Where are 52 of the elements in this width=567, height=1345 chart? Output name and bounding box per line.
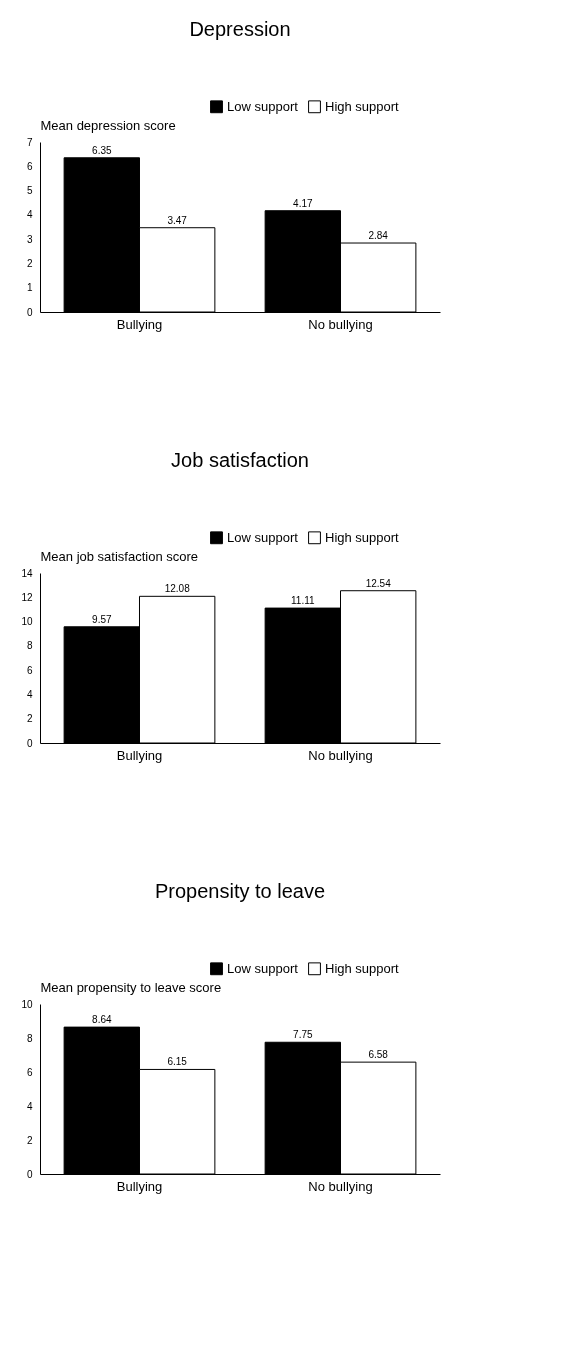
data-label: 8.64: [92, 1014, 112, 1026]
data-label: 2.84: [368, 230, 389, 242]
x-tick-label: No bullying: [308, 316, 373, 332]
y-tick-label: 1: [26, 282, 33, 294]
chart-title: Job satisfaction: [171, 449, 309, 471]
data-label: 6.35: [92, 144, 112, 156]
y-tick-label: 5: [26, 185, 33, 197]
x-tick-label: Bullying: [116, 1178, 163, 1194]
y-tick-label: 0: [26, 306, 33, 318]
y-axis-title: Mean job satisfaction score: [40, 548, 199, 564]
legend-label: Low support: [227, 98, 299, 114]
y-axis-title: Mean propensity to leave score: [40, 979, 222, 995]
y-tick-label: 2: [26, 713, 33, 725]
y-tick-label: 6: [26, 1066, 33, 1078]
chart-title: Propensity to leave: [154, 880, 326, 902]
data-label: 12.08: [164, 583, 191, 595]
y-tick-label: 4: [26, 209, 33, 221]
y-axis-title: Mean depression score: [40, 117, 176, 133]
y-tick-label: 8: [26, 1032, 33, 1044]
x-tick-label: Bullying: [116, 747, 163, 763]
legend-label: High support: [325, 98, 400, 114]
x-tick-label: No bullying: [308, 1178, 373, 1194]
data-label: 9.57: [92, 613, 112, 625]
chart-title: Depression: [189, 18, 291, 40]
y-tick-label: 3: [26, 233, 33, 245]
y-tick-label: 4: [26, 1100, 33, 1112]
y-tick-label: 10: [21, 998, 33, 1010]
y-tick-label: 7: [26, 136, 33, 148]
data-label: 3.47: [167, 214, 188, 226]
y-tick-label: 4: [26, 688, 33, 700]
y-tick-label: 0: [26, 737, 33, 749]
data-label: 11.11: [291, 595, 316, 607]
legend-label: Low support: [227, 960, 299, 976]
legend-label: Low support: [227, 529, 299, 545]
x-tick-label: No bullying: [308, 747, 373, 763]
y-tick-label: 2: [26, 1134, 33, 1146]
y-tick-label: 8: [26, 640, 33, 652]
y-tick-label: 10: [21, 616, 33, 628]
y-tick-label: 2: [26, 257, 33, 269]
legend-label: High support: [325, 529, 400, 545]
data-label: 7.75: [293, 1029, 313, 1041]
data-label: 6.15: [167, 1056, 188, 1068]
data-label: 12.54: [365, 577, 392, 589]
y-tick-label: 14: [21, 567, 33, 579]
y-tick-label: 0: [26, 1168, 33, 1180]
y-tick-label: 12: [21, 591, 33, 603]
data-label: 6.58: [368, 1049, 389, 1061]
y-tick-label: 6: [26, 664, 33, 676]
data-label: 4.17: [293, 197, 313, 209]
x-tick-label: Bullying: [116, 316, 163, 332]
y-tick-label: 6: [26, 160, 33, 172]
legend-label: High support: [325, 960, 400, 976]
